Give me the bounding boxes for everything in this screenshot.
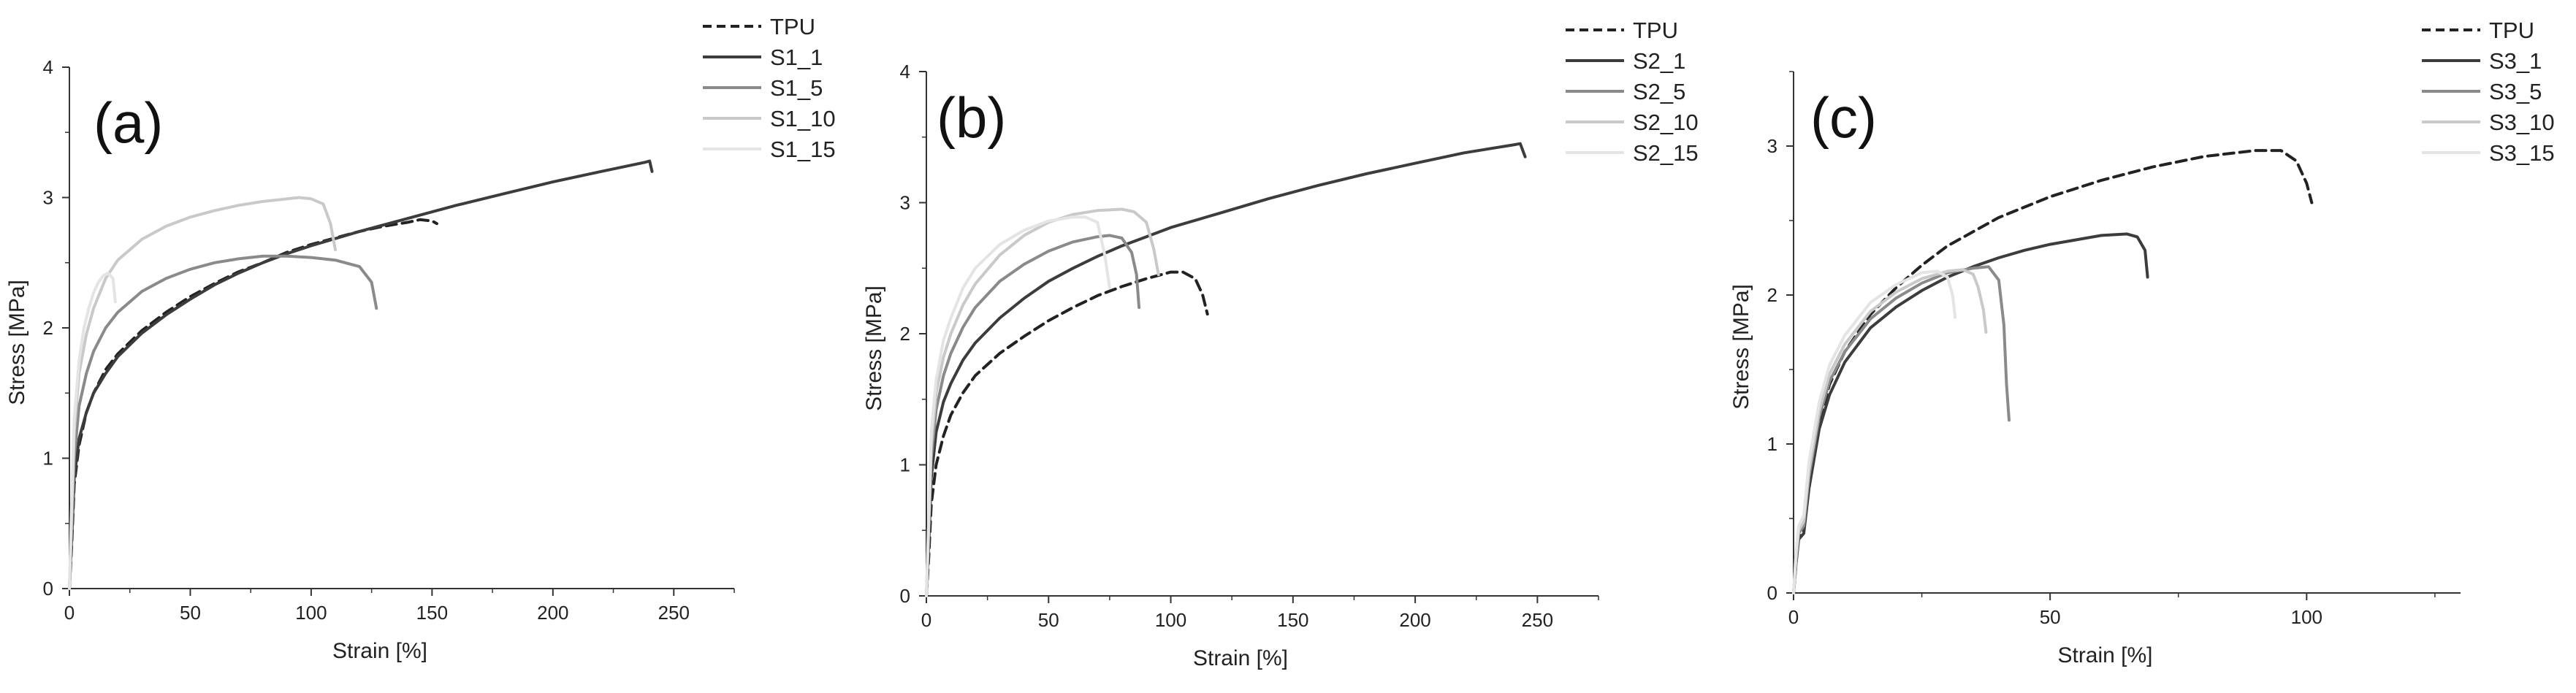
y-tick-label: 4	[900, 61, 910, 83]
x-tick-label: 100	[295, 602, 327, 624]
y-axis-title: Stress [MPa]	[1729, 284, 1753, 410]
y-tick-label: 2	[1767, 284, 1777, 306]
y-tick-label: 2	[43, 317, 53, 339]
legend-label: S3_10	[2489, 110, 2555, 135]
series-line-s3-15	[1792, 269, 1957, 594]
x-tick-label: 100	[1155, 609, 1186, 631]
y-tick-label: 3	[900, 192, 910, 214]
x-tick-label: 150	[1277, 609, 1308, 631]
series-line-s2-5	[925, 234, 1141, 597]
y-tick-label: 1	[1767, 433, 1777, 455]
y-tick-label: 1	[43, 448, 53, 470]
series-line-s3-1	[1792, 232, 2149, 594]
x-tick-label: 200	[1399, 609, 1430, 631]
x-tick-label: 250	[658, 602, 690, 624]
x-tick-label: 50	[1038, 609, 1059, 631]
series-line-tpu	[68, 218, 438, 590]
y-tick-label: 3	[1767, 135, 1777, 157]
legend: TPU S2_1 S2_5 S2_10 S2_15	[1566, 18, 1699, 166]
x-tick-label: 50	[180, 602, 201, 624]
series-line-tpu	[1792, 149, 2314, 594]
legend-label: S1_1	[770, 45, 823, 70]
legend-label: S2_5	[1633, 79, 1685, 104]
series-line-s3-10	[1792, 268, 1988, 594]
panel-1: 0 50 100 150 200 250 0 1 2 3 4 Strain [%] Stress [MP…	[5, 14, 836, 663]
panel-label: (a)	[94, 91, 163, 155]
legend-label: TPU	[770, 14, 815, 39]
x-axis-title: Strain [%]	[2057, 643, 2152, 667]
y-tick-label: 4	[43, 56, 53, 78]
x-tick-label: 0	[64, 602, 75, 624]
y-tick-label: 0	[1767, 582, 1777, 604]
legend-label: S3_15	[2489, 140, 2555, 166]
series-line-tpu	[925, 270, 1209, 597]
y-axis-title: Stress [MPa]	[862, 286, 886, 411]
y-tick-label: 3	[43, 187, 53, 209]
y-tick-label: 0	[43, 578, 53, 600]
x-tick-label: 0	[1788, 606, 1799, 628]
panel-label: (c)	[1810, 85, 1877, 150]
x-tick-label: 250	[1522, 609, 1553, 631]
series-line-s2-10	[925, 207, 1160, 597]
legend-label: S1_15	[770, 137, 836, 162]
panel-label: (b)	[937, 85, 1006, 150]
series-line-s1-15	[68, 272, 117, 590]
x-tick-label: 0	[921, 609, 931, 631]
legend: TPU S1_1 S1_5 S1_10 S1_15	[703, 14, 836, 162]
legend-label: S2_15	[1633, 140, 1699, 166]
y-tick-label: 2	[900, 323, 910, 345]
x-axis-title: Strain [%]	[332, 639, 427, 663]
legend: TPU S3_1 S3_5 S3_10 S3_15	[2422, 18, 2555, 166]
series-line-s2-1	[925, 142, 1527, 597]
legend-label: S3_1	[2489, 48, 2542, 74]
panel-2: 0 50 100 150 200 250 0 1 2 3 4 Strain [%] Stress [MP…	[862, 18, 1699, 670]
x-axis-title: Strain [%]	[1193, 646, 1288, 670]
legend-label: TPU	[1633, 18, 1678, 43]
legend-label: S1_10	[770, 106, 836, 131]
y-tick-label: 1	[900, 454, 910, 476]
x-tick-label: 100	[2291, 606, 2322, 628]
x-tick-label: 50	[2040, 606, 2061, 628]
legend-label: TPU	[2489, 18, 2534, 43]
y-tick-label: 0	[900, 585, 910, 607]
x-tick-label: 150	[416, 602, 448, 624]
series-line-s1-5	[68, 254, 378, 590]
series-line-s1-10	[68, 196, 337, 590]
series-line-s2-15	[925, 215, 1111, 597]
y-axis-title: Stress [MPa]	[5, 280, 29, 405]
series-line-s3-5	[1792, 265, 2011, 594]
series-line-s1-1	[68, 159, 654, 590]
panel-3: 0 50 100 0 1 2 3 Strain [%] Stress [MPa] (c) TPU S3…	[1729, 18, 2555, 667]
legend-label: S2_1	[1633, 48, 1685, 74]
legend-label: S3_5	[2489, 79, 2542, 104]
legend-label: S1_5	[770, 75, 823, 101]
legend-label: S2_10	[1633, 110, 1699, 135]
x-tick-label: 200	[537, 602, 568, 624]
